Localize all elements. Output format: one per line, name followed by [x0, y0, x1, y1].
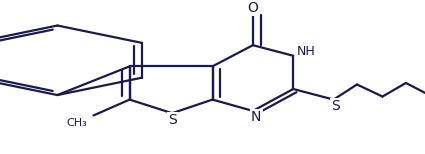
Text: N: N	[251, 110, 261, 124]
Text: O: O	[247, 1, 258, 15]
Text: NH: NH	[297, 45, 315, 58]
Text: S: S	[332, 99, 340, 113]
Text: CH₃: CH₃	[66, 118, 87, 128]
Text: S: S	[168, 113, 176, 127]
